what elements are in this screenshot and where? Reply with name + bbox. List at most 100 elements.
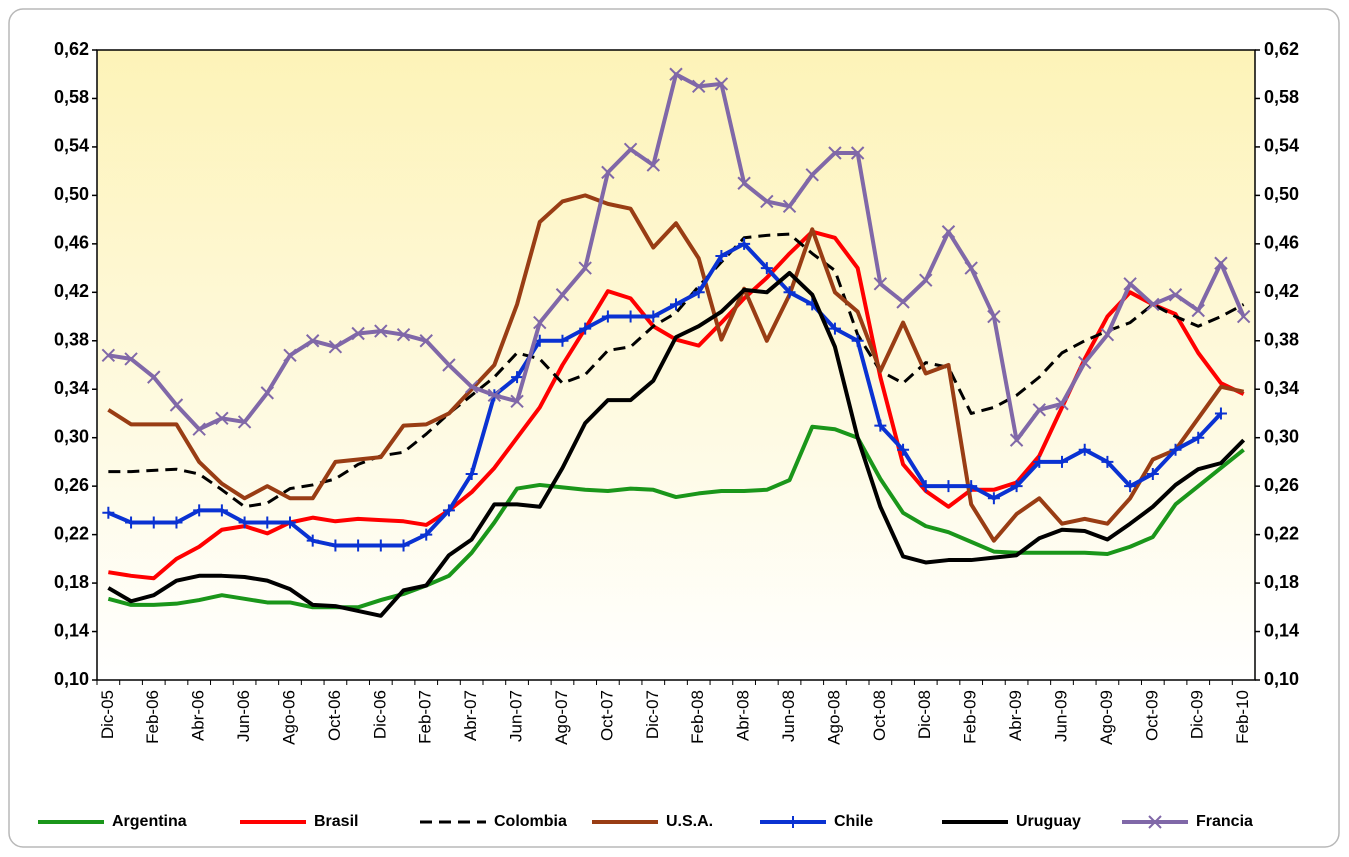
series-line bbox=[107, 193, 1245, 543]
series-marker bbox=[964, 261, 978, 275]
series-marker bbox=[987, 492, 1000, 505]
x-tick-label: Ago-06 bbox=[279, 690, 298, 745]
series-marker bbox=[1010, 480, 1023, 493]
y-tick-label: 0,34 bbox=[54, 378, 89, 398]
series-marker bbox=[464, 380, 479, 394]
x-tick-label: Dic-09 bbox=[1188, 690, 1207, 739]
series-marker bbox=[396, 328, 411, 342]
x-tick-label: Oct-09 bbox=[1142, 690, 1161, 741]
series-marker bbox=[102, 506, 115, 519]
series-marker bbox=[987, 309, 1001, 324]
series-marker bbox=[1100, 328, 1115, 342]
series-marker bbox=[442, 358, 456, 372]
x-tick-label: Feb-10 bbox=[1233, 690, 1252, 744]
series-marker bbox=[465, 468, 478, 481]
y-tick-label: 0,30 bbox=[54, 426, 89, 446]
series-marker bbox=[215, 411, 229, 426]
legend-label: Colombia bbox=[494, 813, 567, 830]
x-tick-label: Jun-08 bbox=[779, 690, 798, 742]
series-marker bbox=[896, 295, 910, 309]
series-marker bbox=[328, 340, 343, 354]
series-marker bbox=[760, 194, 774, 209]
x-tick-label: Jun-07 bbox=[507, 690, 526, 742]
series-marker bbox=[556, 334, 569, 347]
series-line bbox=[107, 424, 1245, 610]
series-marker bbox=[691, 79, 706, 94]
x-tick-label: Abr-09 bbox=[1006, 690, 1025, 741]
series-line bbox=[107, 270, 1246, 618]
series-marker bbox=[1123, 277, 1137, 291]
series-marker bbox=[533, 315, 547, 330]
x-tick-label: Ago-09 bbox=[1097, 690, 1116, 745]
legend-label: Brasil bbox=[314, 813, 358, 830]
series-marker bbox=[169, 398, 184, 412]
x-tick-label: Ago-07 bbox=[552, 690, 571, 745]
y2-tick-label: 0,14 bbox=[1264, 620, 1299, 640]
plot-border bbox=[96, 49, 1256, 681]
series-marker bbox=[1168, 288, 1183, 302]
series-marker bbox=[1192, 431, 1205, 444]
y2-tick-label: 0,50 bbox=[1264, 184, 1299, 204]
series-marker bbox=[192, 422, 206, 436]
series-marker bbox=[237, 415, 252, 429]
series-marker bbox=[1124, 480, 1137, 493]
series-marker bbox=[919, 273, 933, 287]
series-marker bbox=[737, 176, 751, 190]
y2-tick-label: 0,30 bbox=[1264, 426, 1299, 446]
y-tick-label: 0,54 bbox=[54, 136, 89, 156]
series-marker bbox=[1169, 443, 1182, 456]
series-marker bbox=[1146, 297, 1160, 312]
series-marker bbox=[238, 516, 251, 529]
series-marker bbox=[715, 249, 728, 262]
x-tick-label: Abr-07 bbox=[461, 690, 480, 741]
series-marker bbox=[601, 310, 614, 323]
x-tick-label: Dic-08 bbox=[915, 690, 934, 739]
x-tick-label: Jun-09 bbox=[1051, 690, 1070, 742]
series-marker bbox=[669, 67, 683, 81]
series-marker bbox=[1032, 403, 1046, 417]
x-tick-label: Feb-06 bbox=[143, 690, 162, 744]
y2-tick-label: 0,18 bbox=[1264, 572, 1299, 592]
legend-label: Chile bbox=[834, 813, 873, 830]
series-marker bbox=[260, 386, 275, 400]
series-marker bbox=[874, 419, 887, 432]
series-marker bbox=[579, 322, 592, 335]
y-tick-label: 0,18 bbox=[54, 572, 89, 592]
plot-area bbox=[97, 50, 1255, 680]
series-marker bbox=[124, 352, 138, 366]
x-tick-label: Dic-06 bbox=[370, 690, 389, 739]
series-marker bbox=[623, 142, 638, 157]
series-marker bbox=[193, 504, 206, 517]
series-marker bbox=[783, 286, 796, 299]
series-marker bbox=[873, 277, 888, 291]
series-marker bbox=[374, 324, 388, 338]
series-marker bbox=[352, 539, 365, 552]
y-tick-label: 0,10 bbox=[54, 669, 89, 689]
y2-tick-label: 0,22 bbox=[1264, 523, 1299, 543]
series-marker bbox=[283, 348, 297, 363]
series-marker bbox=[897, 443, 910, 456]
series-marker bbox=[1236, 309, 1251, 324]
series-marker bbox=[305, 334, 320, 348]
series-marker bbox=[1078, 443, 1091, 456]
series-marker bbox=[1214, 256, 1228, 270]
y-tick-label: 0,26 bbox=[54, 475, 89, 495]
series-marker bbox=[510, 394, 524, 409]
y-tick-label: 0,38 bbox=[54, 330, 89, 350]
series-marker bbox=[1056, 455, 1068, 468]
series-marker bbox=[1214, 407, 1227, 420]
y2-tick-label: 0,46 bbox=[1264, 233, 1299, 253]
x-tick-label: Oct-07 bbox=[597, 690, 616, 741]
x-tick-label: Oct-08 bbox=[870, 690, 889, 741]
series-marker bbox=[647, 310, 660, 323]
series-marker bbox=[760, 262, 773, 275]
x-tick-label: Dic-05 bbox=[98, 690, 117, 739]
legend-label: U.S.A. bbox=[666, 813, 713, 830]
x-tick-label: Feb-08 bbox=[688, 690, 707, 744]
legend-label: Francia bbox=[1196, 813, 1253, 830]
series-marker bbox=[828, 146, 842, 160]
legend-marker bbox=[787, 816, 799, 828]
y2-tick-label: 0,42 bbox=[1264, 281, 1299, 301]
y2-tick-label: 0,54 bbox=[1264, 136, 1299, 156]
